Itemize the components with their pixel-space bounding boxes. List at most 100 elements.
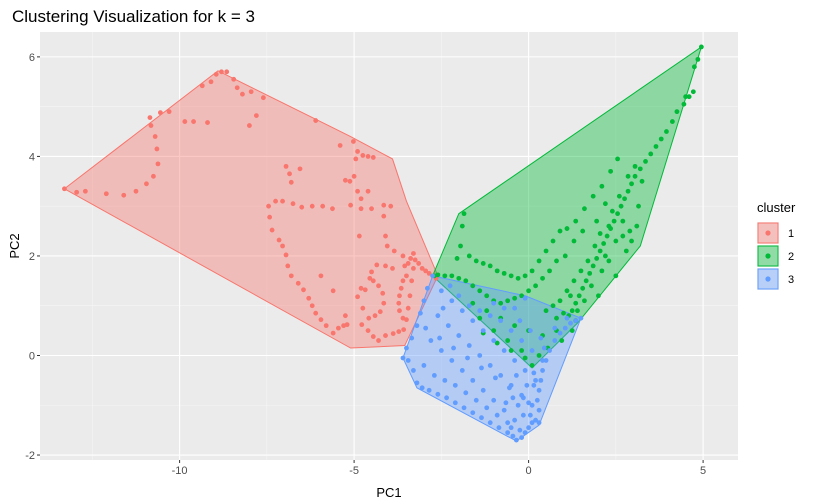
cluster-2-point — [606, 258, 612, 264]
cluster-2-point — [653, 144, 659, 149]
cluster-1-point — [62, 186, 67, 192]
cluster-1-point — [144, 181, 149, 187]
cluster-2-point — [466, 253, 472, 259]
cluster-2-point — [519, 348, 525, 353]
cluster-3-point — [487, 363, 493, 368]
cluster-1-point — [330, 330, 336, 336]
y-tick-label: 4 — [29, 151, 35, 163]
cluster-1-point — [234, 85, 240, 91]
cluster-2-point — [571, 278, 577, 284]
cluster-1-point — [133, 188, 139, 194]
cluster-2-point — [609, 208, 615, 214]
cluster-3-point — [431, 372, 437, 378]
x-axis: -10 -5 0 5 — [172, 460, 706, 477]
cluster-1-point — [401, 327, 407, 333]
cluster-3-point — [466, 303, 472, 309]
cluster-1-point — [398, 285, 404, 291]
cluster-1-point — [280, 243, 285, 249]
cluster-1-point — [240, 91, 245, 97]
cluster-3-point — [529, 420, 535, 426]
cluster-1-point — [166, 109, 172, 115]
cluster-3-point — [465, 355, 470, 361]
cluster-1-point — [347, 178, 353, 184]
cluster-2-point — [608, 168, 614, 174]
cluster-2-point — [613, 238, 619, 244]
y-tick-label: 2 — [29, 251, 35, 263]
cluster-2-point — [454, 256, 460, 261]
cluster-2-point — [494, 268, 500, 274]
cluster-1-point — [366, 315, 372, 321]
cluster-1-point — [377, 309, 383, 315]
cluster-1-point — [152, 134, 158, 139]
cluster-1-point — [405, 305, 411, 311]
cluster-2-point — [594, 218, 600, 224]
cluster-3-point — [578, 315, 584, 321]
cluster-2-point — [550, 303, 556, 309]
cluster-2-point — [602, 201, 608, 207]
cluster-3-point — [501, 407, 507, 413]
cluster-3-point — [508, 425, 514, 431]
cluster-3-point — [529, 348, 535, 353]
cluster-3-point — [470, 377, 476, 383]
cluster-1-point — [423, 268, 429, 274]
cluster-3-point — [404, 345, 409, 351]
cluster-2-point — [543, 248, 549, 254]
cluster-1-point — [348, 202, 354, 208]
cluster-2-point — [602, 253, 608, 259]
cluster-2-point — [669, 119, 675, 124]
cluster-1-point — [400, 253, 406, 259]
cluster-3-point — [477, 353, 483, 358]
cluster-1-point — [283, 252, 289, 258]
cluster-3-point — [547, 348, 552, 353]
cluster-2-point — [611, 218, 617, 224]
y-axis: -2 0 2 4 6 — [25, 52, 40, 462]
cluster-2-point — [484, 293, 490, 299]
x-axis-title: PC1 — [376, 485, 401, 500]
cluster-3-point — [493, 375, 498, 381]
cluster-2-point — [480, 261, 486, 266]
cluster-1-point — [358, 206, 364, 212]
cluster-3-point — [531, 382, 537, 388]
cluster-3-point — [519, 338, 525, 343]
cluster-3-point — [435, 391, 441, 397]
cluster-1-point — [191, 119, 196, 124]
cluster-1-point — [388, 203, 394, 209]
cluster-2-point — [501, 270, 507, 276]
cluster-3-point — [515, 402, 521, 408]
cluster-1-point — [365, 154, 371, 159]
cluster-2-point — [632, 163, 638, 169]
cluster-3-point — [513, 372, 519, 378]
cluster-3-point — [524, 382, 530, 388]
cluster-2-point — [613, 273, 619, 279]
cluster-1-point — [397, 308, 402, 314]
cluster-1-point — [383, 333, 388, 338]
cluster-2-point — [515, 275, 521, 281]
cluster-3-point — [536, 407, 542, 413]
cluster-1-point — [276, 237, 282, 243]
cluster-1-point — [158, 110, 163, 116]
cluster-1-point — [411, 251, 416, 256]
cluster-2-point — [596, 293, 601, 299]
cluster-1-point — [391, 248, 397, 254]
cluster-2-point — [582, 206, 587, 212]
cluster-1-point — [266, 203, 271, 209]
cluster-3-point — [419, 385, 425, 391]
cluster-2-point — [578, 268, 584, 274]
cluster-3-point — [480, 387, 486, 393]
cluster-1-point — [353, 156, 359, 162]
cluster-1-point — [370, 155, 376, 160]
cluster-1-point — [297, 166, 303, 172]
cluster-1-point — [419, 265, 425, 271]
cluster-3-point — [418, 310, 423, 316]
y-tick-label: 0 — [29, 350, 35, 362]
cluster-3-point — [512, 417, 518, 423]
cluster-1-point — [400, 278, 406, 284]
cluster-1-point — [231, 76, 237, 82]
cluster-2-point — [484, 308, 490, 314]
cluster-1-point — [365, 328, 371, 334]
cluster-2-point — [573, 218, 579, 224]
cluster-2-point — [498, 300, 504, 306]
cluster-3-point — [536, 420, 542, 426]
cluster-1-point — [182, 119, 188, 124]
